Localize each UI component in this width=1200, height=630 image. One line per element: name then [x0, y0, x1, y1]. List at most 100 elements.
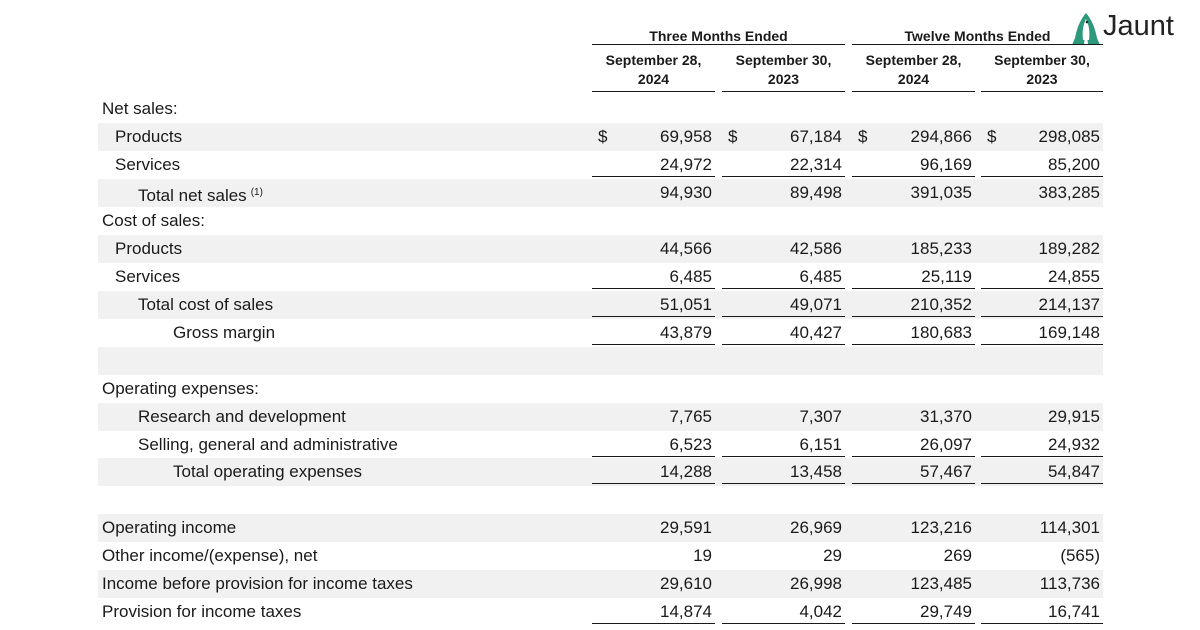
- value-cell: 94,930: [660, 183, 712, 202]
- table-row: Products $69,958 $67,184 $294,866 $298,085: [0, 123, 1200, 151]
- row-label-text: Operating income: [102, 518, 237, 537]
- currency-symbol: $: [858, 127, 868, 146]
- row-label-text: Provision for income taxes: [102, 602, 302, 621]
- value-cell: 49,071: [722, 291, 845, 317]
- footnote-marker: (1): [250, 187, 263, 198]
- table-row: Total operating expenses 14,288 13,458 57,4…: [0, 458, 1200, 486]
- value-cell: 185,233: [910, 239, 972, 258]
- row-shade: [98, 347, 1103, 375]
- value-cell: 40,427: [722, 319, 845, 345]
- value-cell: 43,879: [592, 319, 715, 345]
- value-cell: 89,498: [790, 183, 842, 202]
- value-cell: 4,042: [722, 598, 845, 624]
- value-cell: 6,151: [722, 431, 845, 457]
- row-shade: [98, 403, 1103, 431]
- row-label: Services: [115, 263, 180, 291]
- row-label-text: Products: [115, 127, 183, 146]
- value-cell: 24,855: [981, 263, 1103, 289]
- row-shade: [98, 291, 1103, 319]
- value-cell: 26,998: [790, 574, 842, 593]
- row-label-text: Selling, general and administrative: [138, 435, 398, 454]
- column-header: September 28, 2024: [592, 51, 715, 92]
- row-label: Gross margin: [173, 319, 275, 347]
- row-shade: [98, 514, 1103, 542]
- column-group-header: Twelve Months Ended: [852, 26, 1103, 45]
- row-label-text: Net sales:: [102, 99, 178, 118]
- value-cell: 169,148: [981, 319, 1103, 345]
- value-cell: 69,958: [660, 127, 712, 146]
- column-header-line: 2023: [1026, 71, 1058, 87]
- row-label-text: Operating expenses:: [102, 379, 259, 398]
- row-label-text: Other income/(expense), net: [102, 546, 318, 565]
- row-label: Total net sales (1): [138, 179, 263, 210]
- value-cell: 85,200: [981, 151, 1103, 177]
- column-group-header: Three Months Ended: [592, 26, 845, 45]
- row-shade: [98, 570, 1103, 598]
- table-row: Products 44,566 42,586 185,233 189,282: [0, 235, 1200, 263]
- table-row: Income before provision for income taxes…: [0, 570, 1200, 598]
- row-label-text: Total cost of sales: [138, 295, 274, 314]
- value-cell: (565): [1060, 546, 1100, 565]
- table-row: Cost of sales:: [0, 207, 1200, 235]
- row-label: Operating expenses:: [102, 375, 259, 403]
- table-row: Operating income 29,591 26,969 123,216 114,3…: [0, 514, 1200, 542]
- value-cell: 123,485: [910, 574, 972, 593]
- row-shade: [98, 458, 1103, 486]
- value-cell: 113,736: [1039, 574, 1100, 593]
- row-label-text: Cost of sales:: [102, 211, 205, 230]
- value-cell: 16,741: [981, 598, 1103, 624]
- value-cell: 269: [943, 546, 972, 565]
- row-label: Provision for income taxes: [102, 598, 301, 626]
- value-cell: 298,085: [1038, 127, 1100, 146]
- value-cell: 29,915: [1048, 407, 1100, 426]
- row-shade: [98, 235, 1103, 263]
- row-label: Services: [115, 151, 180, 179]
- row-label-text: Total net sales: [138, 186, 247, 205]
- value-cell: 67,184: [790, 127, 842, 146]
- column-header-line: September 30,: [994, 52, 1090, 68]
- value-cell: 26,097: [852, 431, 975, 457]
- table-row: Services 6,485 6,485 25,119 24,855: [0, 263, 1200, 291]
- table-row: Other income/(expense), net 19 29 269 (565): [0, 542, 1200, 570]
- value-cell: 31,370: [920, 407, 972, 426]
- column-header: September 28, 2024: [852, 51, 975, 92]
- table-row: Total net sales (1) 94,930 89,498 391,035 383…: [0, 179, 1200, 207]
- logo: Jaunt: [1072, 10, 1174, 45]
- row-label: Operating income: [102, 514, 236, 542]
- value-cell: 13,458: [722, 458, 845, 484]
- column-header-line: September 28,: [865, 52, 962, 68]
- value-cell: 29,749: [852, 598, 975, 624]
- value-cell: 14,288: [592, 458, 715, 484]
- table-row: Services 24,972 22,314 96,169 85,200: [0, 151, 1200, 179]
- row-label-text: Total operating expenses: [173, 462, 363, 481]
- value-cell: 6,523: [592, 431, 715, 457]
- table-row: Provision for income taxes 14,874 4,042 29,…: [0, 598, 1200, 626]
- table-row: Total cost of sales 51,051 49,071 210,352 21…: [0, 291, 1200, 319]
- column-header-line: 2024: [637, 71, 670, 87]
- row-label-text: Services: [115, 267, 181, 286]
- logo-icon: [1072, 13, 1100, 45]
- value-cell: 294,866: [910, 127, 972, 146]
- value-cell: 51,051: [592, 291, 715, 317]
- column-header-line: 2023: [767, 71, 800, 87]
- row-label: Products: [115, 235, 182, 263]
- value-cell: 22,314: [722, 151, 845, 177]
- row-shade: [98, 179, 1103, 207]
- value-cell: 24,932: [981, 431, 1103, 457]
- currency-symbol: $: [987, 127, 997, 146]
- value-cell: 25,119: [852, 263, 975, 289]
- value-cell: 44,566: [660, 239, 712, 258]
- value-cell: 189,282: [1038, 239, 1100, 258]
- value-cell: 19: [693, 546, 712, 565]
- currency-symbol: $: [728, 127, 738, 146]
- value-cell: 391,035: [910, 183, 972, 202]
- column-header: September 30, 2023: [722, 51, 845, 92]
- table-row: Net sales:: [0, 95, 1200, 123]
- value-cell: 14,874: [592, 598, 715, 624]
- value-cell: 180,683: [852, 319, 975, 345]
- value-cell: 6,485: [592, 263, 715, 289]
- value-cell: 383,285: [1038, 183, 1100, 202]
- table-row: Gross margin 43,879 40,427 180,683 169,148: [0, 319, 1200, 347]
- value-cell: 29: [823, 546, 842, 565]
- value-cell: 123,216: [910, 518, 972, 537]
